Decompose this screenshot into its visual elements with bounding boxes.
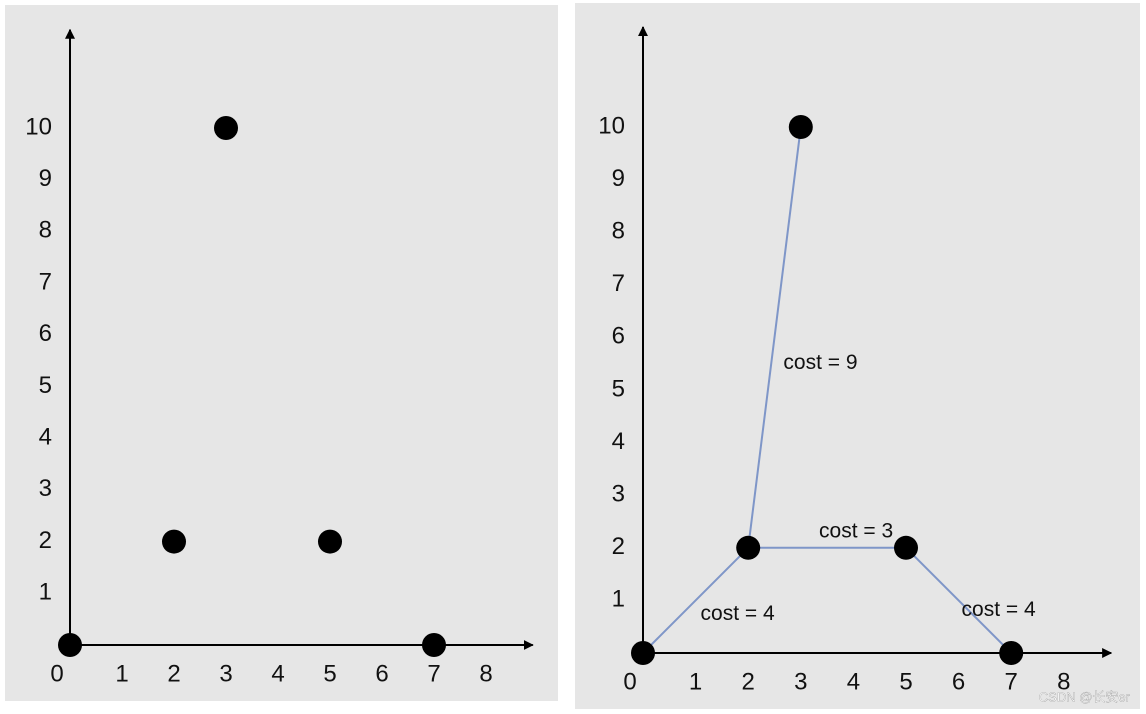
point [736,535,761,560]
x-tick-label: 4 [847,668,860,695]
y-tick-label: 2 [39,527,52,554]
x-tick-label: 7 [427,660,440,687]
x-tick-label: 1 [689,668,702,695]
y-tick-label: 2 [612,533,625,560]
point [58,633,82,657]
x-tick-label: 3 [794,668,807,695]
x-tick-label: 2 [742,668,755,695]
edge [642,547,749,654]
x-tick-label: 0 [50,660,63,687]
edge-label: cost = 3 [819,519,893,542]
point [318,529,342,554]
edge-label: cost = 9 [783,351,857,374]
x-tick-label: 1 [115,660,128,687]
point [999,641,1024,665]
x-tick-label: 5 [899,668,912,695]
x-tick-label: 6 [952,668,965,695]
x-tick-label: 0 [623,668,636,695]
y-tick-label: 10 [598,112,625,139]
y-tick-label: 10 [25,113,52,140]
point [422,633,446,657]
edge-label: cost = 4 [701,602,775,625]
panel-background [575,3,1140,709]
y-tick-label: 7 [612,270,625,297]
y-tick-label: 4 [612,428,625,455]
point [894,535,918,560]
y-tick-label: 5 [612,375,625,402]
watermark: CSDN @长安er [1039,689,1131,704]
y-tick-label: 1 [612,586,625,613]
y-tick-label: 8 [39,217,52,244]
y-tick-label: 3 [39,475,52,502]
y-tick-label: 9 [612,165,625,192]
y-tick-label: 8 [612,218,625,245]
x-tick-label: 8 [479,660,492,687]
y-tick-label: 6 [39,320,52,347]
y-tick-label: 4 [39,424,52,451]
point [162,529,186,554]
x-tick-label: 6 [375,660,388,687]
x-tick-label: 3 [219,660,232,687]
panel-background [5,5,558,701]
y-tick-label: 5 [39,372,52,399]
edge [747,126,802,548]
edge [905,547,1012,654]
edge-label: cost = 4 [962,598,1036,621]
y-tick-label: 6 [612,323,625,350]
y-tick-label: 9 [39,165,52,192]
y-tick-label: 3 [612,481,625,508]
point [788,115,813,139]
x-tick-label: 2 [167,660,180,687]
y-tick-label: 1 [39,579,52,606]
x-tick-label: 8 [1057,668,1070,695]
point [214,116,238,140]
x-tick-label: 5 [323,660,336,687]
x-tick-label: 7 [1005,668,1018,695]
point [631,641,655,665]
x-tick-label: 4 [271,660,284,687]
y-tick-label: 7 [39,268,52,295]
